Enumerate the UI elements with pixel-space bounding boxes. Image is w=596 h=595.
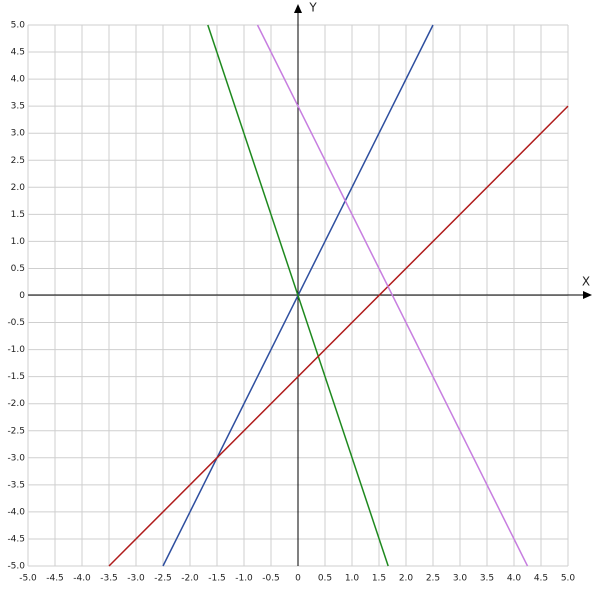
y-tick-label: 5.0	[11, 21, 26, 31]
y-tick-label: -1.5	[7, 372, 25, 382]
y-tick-label: -2.5	[7, 426, 25, 436]
x-tick-label: 1.0	[345, 574, 360, 584]
y-arrow	[294, 4, 302, 13]
x-tick-label: -1.5	[208, 574, 226, 584]
x-tick-label: -3.0	[127, 574, 145, 584]
x-tick-label: 0.5	[318, 574, 332, 584]
line	[256, 24, 529, 567]
x-tick-label: -3.5	[100, 574, 118, 584]
y-tick-label: 0.5	[11, 264, 25, 274]
x-tick-label: 4.0	[507, 574, 522, 584]
x-tick-label: 2.5	[426, 574, 440, 584]
x-tick-label: -4.0	[73, 574, 91, 584]
y-tick-label: -3.5	[7, 480, 25, 490]
x-axis-label: X	[582, 275, 590, 289]
y-tick-label: 1.5	[11, 210, 25, 220]
x-tick-label: 2.0	[399, 574, 414, 584]
line	[108, 105, 569, 567]
y-tick-label: -2.0	[7, 399, 25, 409]
y-tick-label: 1.0	[11, 237, 26, 247]
y-tick-label: -3.0	[7, 453, 25, 463]
y-tick-label: -0.5	[7, 318, 25, 328]
y-tick-label: 0	[19, 291, 25, 301]
y-tick-label: 2.0	[11, 183, 26, 193]
x-tick-label: 5.0	[561, 574, 576, 584]
x-tick-label: -5.0	[19, 574, 37, 584]
x-tick-label: 3.0	[453, 574, 468, 584]
x-tick-label: 1.5	[372, 574, 386, 584]
x-tick-label: -2.5	[154, 574, 172, 584]
y-tick-label: 4.5	[11, 48, 25, 58]
y-axis-label: Y	[308, 1, 317, 15]
x-tick-label: -0.5	[262, 574, 280, 584]
y-tick-label: -1.0	[7, 345, 25, 355]
x-arrow	[583, 291, 592, 299]
y-tick-label: 3.0	[11, 129, 26, 139]
x-tick-label: -2.0	[181, 574, 199, 584]
x-tick-label: -4.5	[46, 574, 64, 584]
x-tick-label: 3.5	[480, 574, 494, 584]
y-tick-label: -5.0	[7, 562, 25, 572]
x-tick-label: -1.0	[235, 574, 253, 584]
y-tick-label: -4.0	[7, 507, 25, 517]
line	[207, 24, 389, 567]
y-tick-label: 3.5	[11, 102, 25, 112]
x-tick-label: 0	[295, 574, 301, 584]
x-tick-label: 4.5	[534, 574, 548, 584]
y-tick-label: 4.0	[11, 75, 26, 85]
y-tick-label: 2.5	[11, 156, 25, 166]
y-tick-label: -4.5	[7, 534, 25, 544]
